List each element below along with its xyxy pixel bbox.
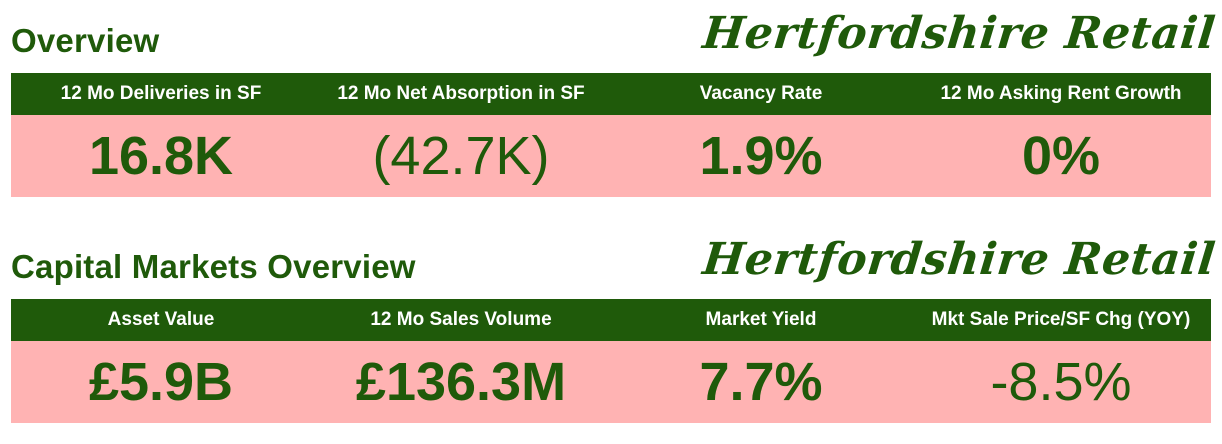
overview-value-vacancy-rate: 1.9% — [699, 126, 823, 186]
overview-value-deliveries: 16.8K — [88, 126, 234, 186]
capital-header-asset-value: Asset Value — [107, 309, 215, 330]
capital-markets-title: Capital Markets Overview — [11, 248, 416, 285]
overview-value-net-absorption: (42.7K) — [372, 126, 550, 186]
overview-brand-title: Hertfordshire Retail — [700, 8, 1218, 59]
overview-title: Overview — [11, 22, 160, 59]
capital-header-sales-volume: 12 Mo Sales Volume — [370, 309, 552, 330]
capital-value-market-yield: 7.7% — [699, 352, 823, 412]
capital-value-sale-price-change: -8.5% — [990, 352, 1132, 412]
overview-value-asking-rent-growth: 0% — [1021, 126, 1101, 186]
capital-value-row: £5.9B £136.3M 7.7% -8.5% — [11, 341, 1211, 423]
overview-value-row: 16.8K (42.7K) 1.9% 0% — [11, 115, 1211, 197]
capital-header-market-yield: Market Yield — [705, 309, 817, 330]
capital-markets-brand-title: Hertfordshire Retail — [700, 234, 1218, 285]
capital-value-asset-value: £5.9B — [88, 352, 234, 412]
overview-header-deliveries: 12 Mo Deliveries in SF — [60, 83, 262, 104]
capital-value-sales-volume: £136.3M — [355, 352, 567, 412]
capital-header-sale-price-change: Mkt Sale Price/SF Chg (YOY) — [931, 309, 1191, 330]
overview-header-net-absorption: 12 Mo Net Absorption in SF — [337, 83, 585, 104]
overview-header-row: 12 Mo Deliveries in SF 12 Mo Net Absorpt… — [11, 73, 1211, 115]
capital-header-row: Asset Value 12 Mo Sales Volume Market Yi… — [11, 299, 1211, 341]
overview-header-asking-rent-growth: 12 Mo Asking Rent Growth — [940, 83, 1182, 104]
overview-header-vacancy-rate: Vacancy Rate — [699, 83, 823, 104]
